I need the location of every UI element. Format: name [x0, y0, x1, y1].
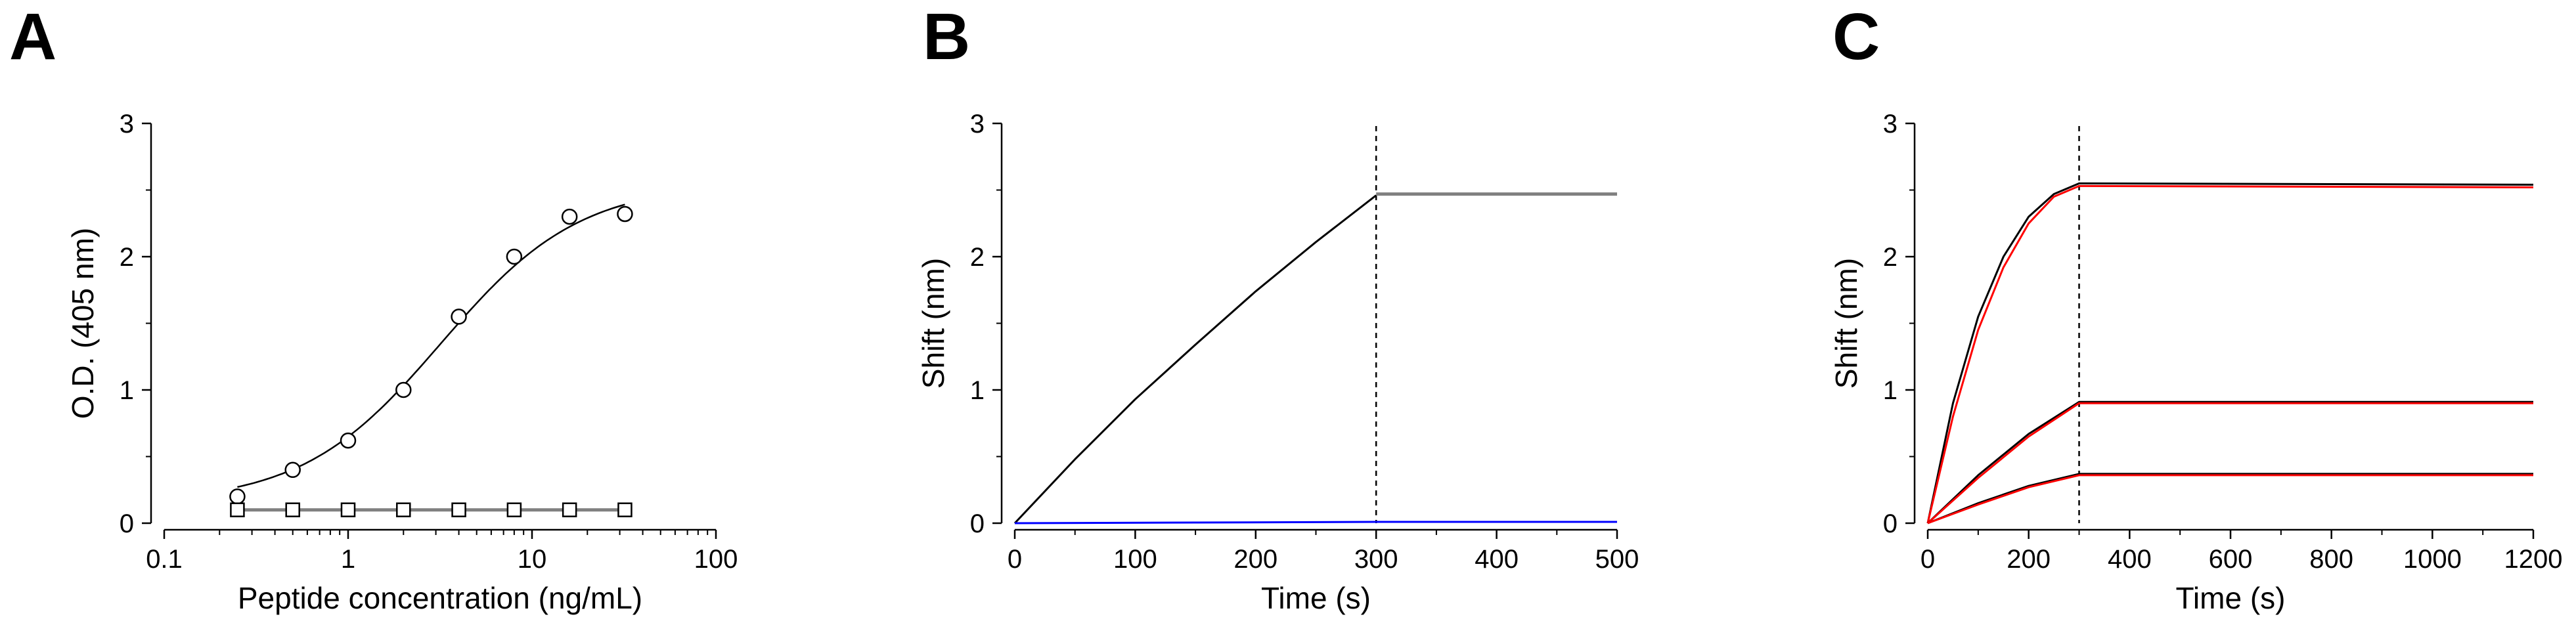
x-tick-label: 100 [1113, 545, 1157, 574]
x-tick-label: 300 [1354, 545, 1398, 574]
data-point-square [285, 502, 300, 517]
panel-letter-b: B [923, 0, 970, 74]
y-tick-label: 0 [120, 509, 134, 538]
data-point-square [451, 502, 466, 517]
y-tick-label: 1 [970, 376, 985, 405]
x-tick-label: 400 [2108, 545, 2152, 574]
chart-a: 0 1 2 3 0.1 1 10 100 Peptide concentration (ng/m… [66, 110, 738, 615]
x-tick-label: 0.1 [146, 545, 183, 574]
series-line-2 [1014, 521, 1617, 524]
x-tick-label: 10 [518, 545, 547, 574]
data-point-circle [229, 488, 246, 505]
y-tick-label: 2 [970, 243, 985, 272]
y-axis-label: Shift (nm) [1829, 258, 1863, 389]
y-tick-label: 3 [970, 110, 985, 139]
x-tick-label: 800 [2309, 545, 2353, 574]
panel-letter-a: A [9, 0, 56, 74]
x-tick-label: 600 [2209, 545, 2253, 574]
y-tick-label: 0 [1883, 509, 1898, 538]
data-point-square [396, 502, 411, 517]
y-tick-label: 2 [1883, 243, 1898, 272]
chart-b: 0 1 2 3 0 100 200 300 400 500 Time (s) Shift (nm) [916, 110, 1639, 615]
x-tick-label: 200 [1233, 545, 1277, 574]
chart-c: 0 1 2 3 0 200 400 600 800 1000 1200 Time (s) Shift (… [1829, 110, 2562, 615]
series-line-2 [1926, 400, 2533, 524]
y-tick-label: 1 [1883, 376, 1898, 405]
data-point-circle [340, 432, 357, 449]
data-point-circle [561, 208, 578, 225]
series-line-0 [1013, 194, 1377, 524]
panel-letter-c: C [1832, 0, 1880, 74]
x-tick-label: 1 [341, 545, 355, 574]
x-tick-label: 1200 [2504, 545, 2563, 574]
data-point-square [506, 502, 522, 517]
data-point-square [562, 502, 577, 517]
x-tick-label: 100 [694, 545, 738, 574]
data-point-square [340, 502, 356, 517]
y-axis-label: O.D. (405 nm) [66, 228, 100, 419]
x-axis-label: Time (s) [1261, 581, 1371, 615]
data-point-circle [451, 309, 467, 325]
y-tick-label: 0 [970, 509, 985, 538]
x-tick-label: 0 [1921, 545, 1935, 574]
y-tick-label: 1 [120, 376, 134, 405]
x-axis-label: Time (s) [2176, 581, 2286, 615]
y-axis-label: Shift (nm) [916, 258, 950, 389]
fit-curve [237, 203, 625, 488]
x-tick-label: 400 [1475, 545, 1519, 574]
x-tick-label: 1000 [2403, 545, 2462, 574]
series-line-3 [1926, 402, 2533, 524]
series-line-5 [1927, 474, 2533, 524]
x-tick-label: 500 [1595, 545, 1639, 574]
y-tick-label: 2 [120, 243, 134, 272]
y-tick-label: 3 [120, 110, 134, 139]
data-point-square [617, 502, 633, 517]
data-point-circle [506, 248, 523, 265]
x-tick-label: 200 [2007, 545, 2051, 574]
series-line-1 [1926, 184, 2534, 524]
series-line-0 [1926, 182, 2534, 524]
data-point-square [230, 502, 245, 517]
x-tick-label: 0 [1008, 545, 1022, 574]
data-point-circle [617, 205, 633, 223]
data-point-circle [284, 461, 301, 479]
y-tick-label: 3 [1883, 110, 1898, 139]
data-point-circle [395, 381, 412, 398]
x-axis-label: Peptide concentration (ng/mL) [238, 581, 642, 615]
series-line-4 [1927, 473, 2533, 524]
